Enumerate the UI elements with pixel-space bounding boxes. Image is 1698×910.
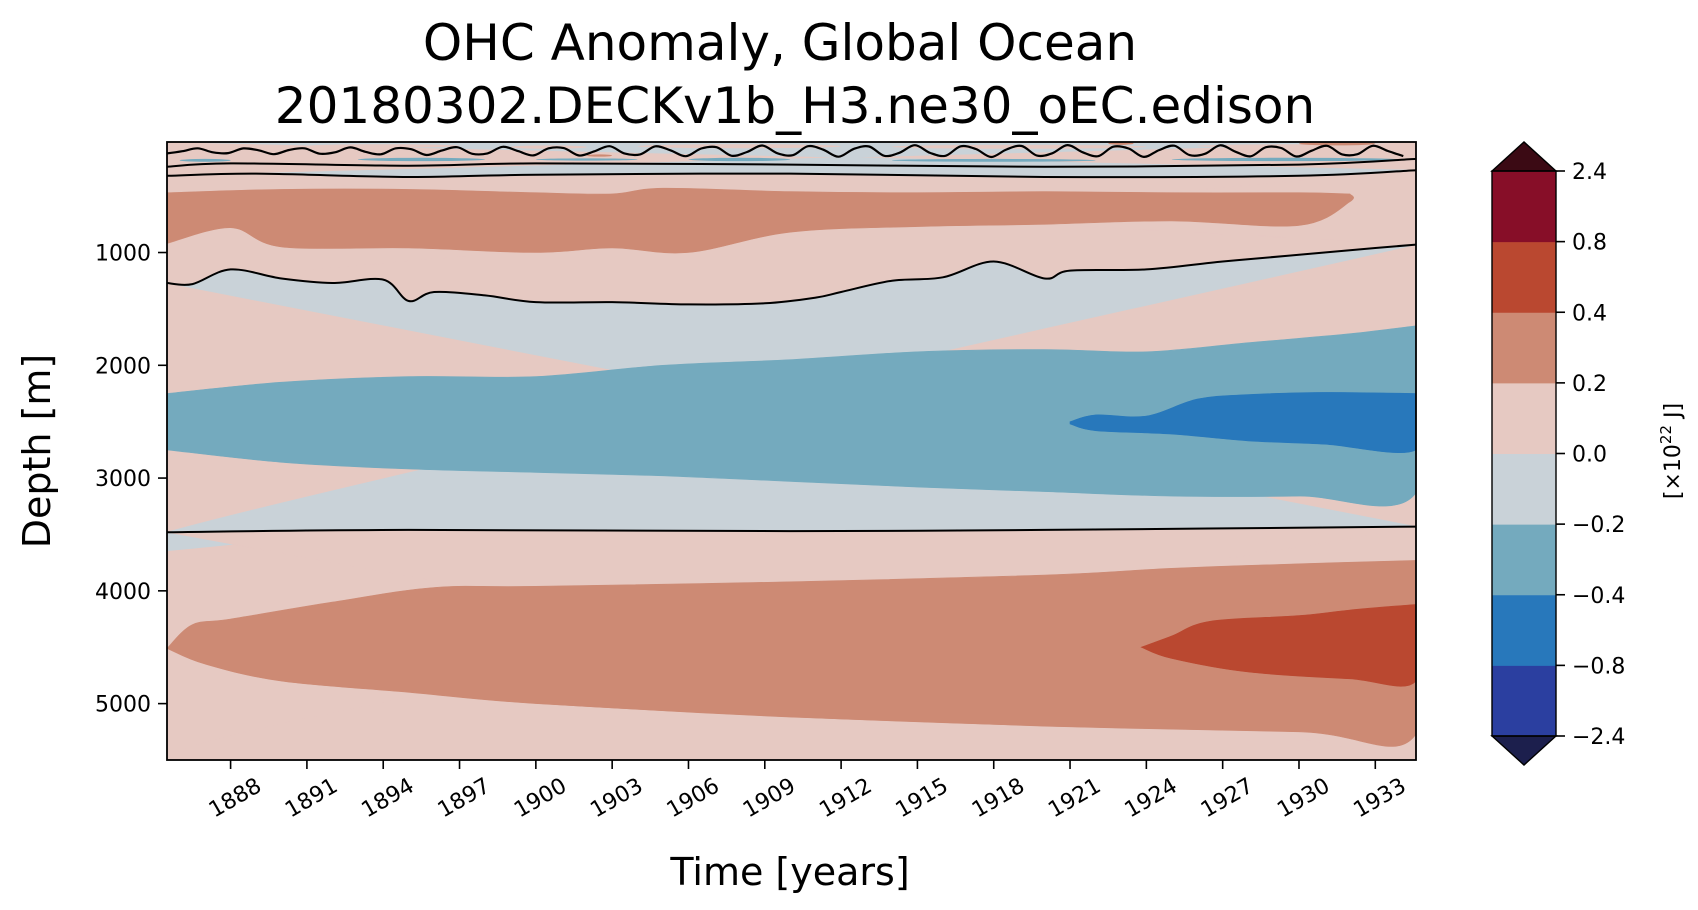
surface-blob-2 <box>510 145 587 149</box>
x-tick-label-1894: 1894 <box>357 774 418 824</box>
colorbar-label-exp: 22 <box>1657 425 1675 444</box>
colorbar-tick-label-1: −0.8 <box>1572 654 1625 679</box>
colorbar-swatch-7 <box>1492 171 1556 243</box>
band-mid-cold-core <box>1069 392 1416 453</box>
zero-contour-1 <box>167 169 1416 179</box>
colorbar-label: [×1022 J] <box>1657 403 1686 499</box>
surface-blob-9 <box>179 158 231 162</box>
x-axis-label: Time [years] <box>669 850 909 894</box>
x-tick-label-1903: 1903 <box>586 774 647 824</box>
colorbar-tick-label-3: −0.2 <box>1572 513 1625 538</box>
surface-blob-1 <box>306 144 460 148</box>
contour-bands <box>167 142 1416 760</box>
x-tick-label-1918: 1918 <box>968 774 1029 824</box>
zero-contour-lines <box>167 157 1416 534</box>
colorbar: −2.4 −0.8 −0.4 −0.2 0.0 0.2 0.4 0.8 2.4 <box>1490 141 1625 766</box>
colorbar-label-suffix: J] <box>1661 403 1686 425</box>
chart-title-line2: 20180302.DECKv1b_H3.ne30_oEC.edison <box>275 77 1315 135</box>
surface-blob-10 <box>357 157 485 162</box>
surface-noise-layer <box>167 142 1416 162</box>
band-deep-warm-core <box>167 560 1416 747</box>
colorbar-swatch-2 <box>1492 524 1556 596</box>
colorbar-tick-label-6: 0.4 <box>1572 301 1607 326</box>
surface-blob-13 <box>891 158 1096 162</box>
x-tick-label-1912: 1912 <box>815 774 876 824</box>
band-upper-warm-core <box>167 187 1354 254</box>
x-tick-label-1933: 1933 <box>1350 774 1411 824</box>
colorbar-tick-label-0: −2.4 <box>1572 725 1625 750</box>
x-tick-label-1909: 1909 <box>739 774 800 824</box>
colorbar-swatch-1 <box>1492 594 1556 666</box>
x-tick-label-1888: 1888 <box>205 774 266 824</box>
colorbar-label-prefix: [×10 <box>1661 444 1686 499</box>
y-axis-label: Depth [m] <box>15 354 59 549</box>
x-tick-label-1930: 1930 <box>1273 774 1334 824</box>
x-tick-label-1921: 1921 <box>1044 774 1105 824</box>
x-tick-label-1897: 1897 <box>434 774 495 824</box>
colorbar-tick-label-2: −0.4 <box>1572 584 1625 609</box>
colorbar-swatch-6 <box>1492 241 1556 313</box>
y-tick-label-3000: 3000 <box>95 467 151 492</box>
x-tick-label-1915: 1915 <box>892 774 953 824</box>
colorbar-over-arrow <box>1490 141 1558 172</box>
colorbar-tick-label-7: 0.8 <box>1572 231 1607 256</box>
colorbar-tick-label-4: 0.0 <box>1572 443 1607 468</box>
band-deep-hot-core <box>1140 604 1416 687</box>
colorbar-swatch-4 <box>1492 382 1556 454</box>
x-tick-label-1891: 1891 <box>281 774 342 824</box>
plot-area <box>167 142 1416 760</box>
surface-blob-12 <box>688 157 791 162</box>
y-tick-label-1000: 1000 <box>95 242 151 267</box>
surface-blob-8 <box>586 154 613 157</box>
y-tick-label-5000: 5000 <box>95 693 151 718</box>
x-tick-label-1906: 1906 <box>663 774 724 824</box>
chart-title-line1: OHC Anomaly, Global Ocean <box>423 14 1137 72</box>
x-tick-label-1924: 1924 <box>1121 774 1182 824</box>
colorbar-swatch-5 <box>1492 312 1556 384</box>
y-tick-label-2000: 2000 <box>95 354 151 379</box>
zero-contour-3 <box>167 525 1416 534</box>
surface-zero-contour <box>167 144 1404 159</box>
y-axis: 1000 2000 3000 4000 5000 <box>95 242 167 718</box>
colorbar-tick-label-5: 0.2 <box>1572 372 1607 397</box>
x-axis: 1888 1891 1894 1897 1900 1903 1906 1909 1912 1915… <box>205 760 1411 823</box>
zero-contour-0 <box>167 157 1416 168</box>
y-tick-label-4000: 4000 <box>95 580 151 605</box>
colorbar-swatch-0 <box>1492 665 1556 737</box>
colorbar-tick-label-8: 2.4 <box>1572 160 1607 185</box>
plot-frame <box>166 141 1417 761</box>
surface-blob-5 <box>1197 144 1416 148</box>
surface-blob-3 <box>637 144 842 149</box>
zero-contour-2 <box>167 243 1416 306</box>
surface-blob-14 <box>1171 157 1401 162</box>
x-tick-label-1900: 1900 <box>510 774 571 824</box>
colorbar-under-arrow <box>1490 735 1558 766</box>
band-mid-cool-core <box>167 325 1416 507</box>
x-tick-label-1927: 1927 <box>1197 774 1258 824</box>
surface-blob-11 <box>535 158 638 161</box>
colorbar-swatch-3 <box>1492 453 1556 525</box>
